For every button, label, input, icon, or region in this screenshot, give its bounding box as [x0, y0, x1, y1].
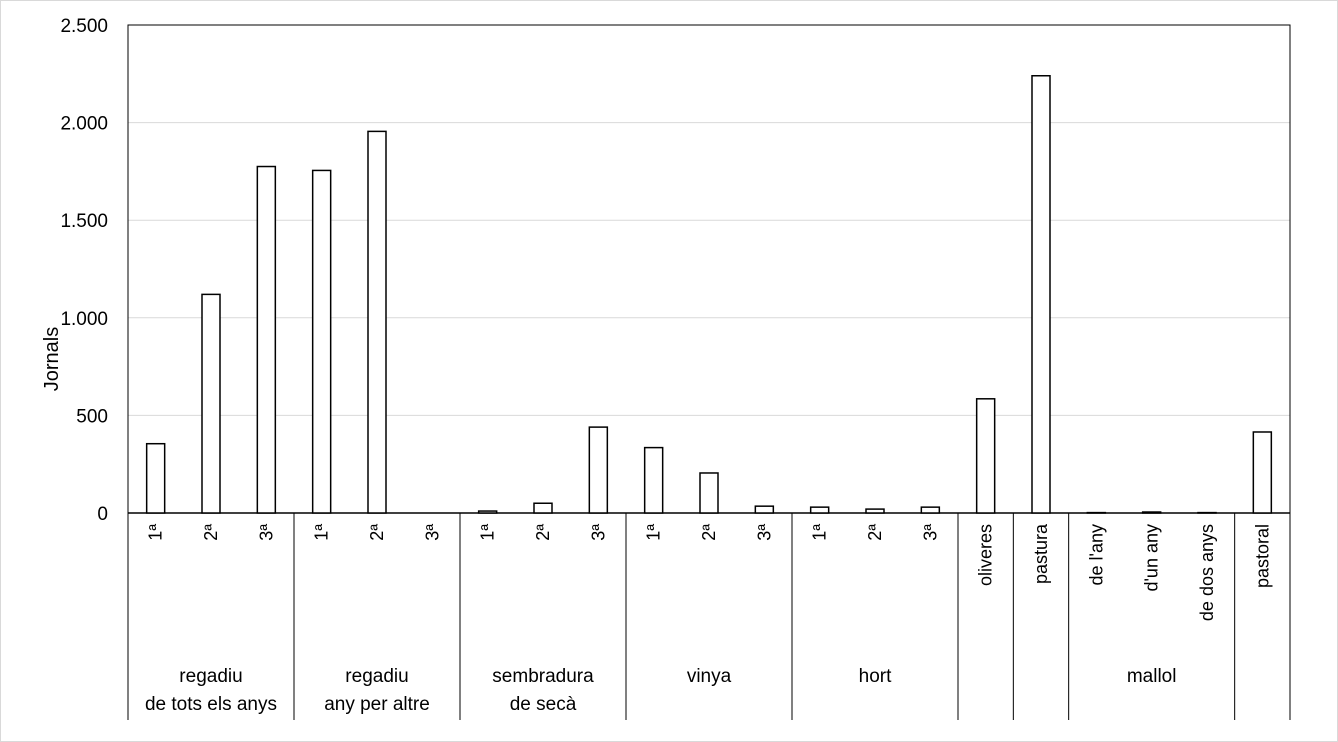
bar	[1141, 511, 1162, 514]
x-category-label: 3ª	[920, 524, 940, 541]
y-tick-label: 0	[97, 504, 108, 525]
bar	[754, 505, 775, 514]
bar	[367, 130, 387, 514]
x-group-label: sembradura	[492, 666, 594, 687]
bar	[699, 472, 719, 514]
x-group-label: de tots els anys	[145, 694, 277, 715]
bar	[809, 506, 830, 514]
x-category-label: 2ª	[865, 524, 885, 541]
x-category-label: d'un any	[1142, 524, 1162, 592]
y-tick-label: 1.000	[60, 309, 108, 330]
x-group-label: any per altre	[324, 694, 430, 715]
y-tick-label: 500	[76, 406, 108, 427]
x-category-label: 2ª	[367, 524, 387, 541]
bar	[145, 442, 166, 514]
bar	[256, 165, 277, 514]
x-category-label: 2ª	[533, 524, 553, 541]
x-category-label: de dos anys	[1197, 524, 1217, 621]
bar	[865, 508, 885, 514]
y-tick-label: 2.500	[60, 16, 108, 37]
x-group-label: regadiu	[345, 666, 408, 687]
x-category-label: 3ª	[588, 524, 608, 541]
x-category-label: 3ª	[256, 524, 276, 541]
bar	[1252, 431, 1273, 514]
bar	[533, 502, 553, 514]
x-category-label: pastura	[1031, 523, 1051, 584]
bar	[311, 169, 332, 514]
x-category-label: oliveres	[976, 524, 996, 586]
bar	[1031, 75, 1051, 514]
bar	[920, 506, 941, 514]
x-category-label: 1ª	[312, 524, 332, 541]
x-category-label: de l'any	[1086, 524, 1106, 585]
y-tick-label: 1.500	[60, 211, 108, 232]
plot-area-border	[127, 24, 1291, 514]
x-group-label: de secà	[510, 694, 577, 715]
x-category-label: 2ª	[699, 524, 719, 541]
y-tick-label: 2.000	[60, 114, 108, 135]
y-axis-title: Jornals	[41, 327, 63, 391]
x-category-label: pastoral	[1252, 524, 1272, 588]
x-category-label: 1ª	[146, 524, 166, 541]
x-group-label: vinya	[687, 666, 732, 687]
x-category-label: 3ª	[422, 524, 442, 541]
x-category-label: 1ª	[644, 524, 664, 541]
bar	[975, 398, 996, 514]
x-group-label: hort	[859, 666, 892, 687]
x-category-label: 1ª	[478, 524, 498, 541]
bar	[643, 446, 664, 514]
x-category-label: 1ª	[810, 524, 830, 541]
bar	[201, 293, 221, 514]
bar	[588, 426, 609, 514]
bar	[477, 510, 498, 514]
x-category-label: 2ª	[201, 524, 221, 541]
x-group-label: regadiu	[179, 666, 242, 687]
x-group-label: mallol	[1127, 666, 1177, 687]
x-category-label: 3ª	[754, 524, 774, 541]
